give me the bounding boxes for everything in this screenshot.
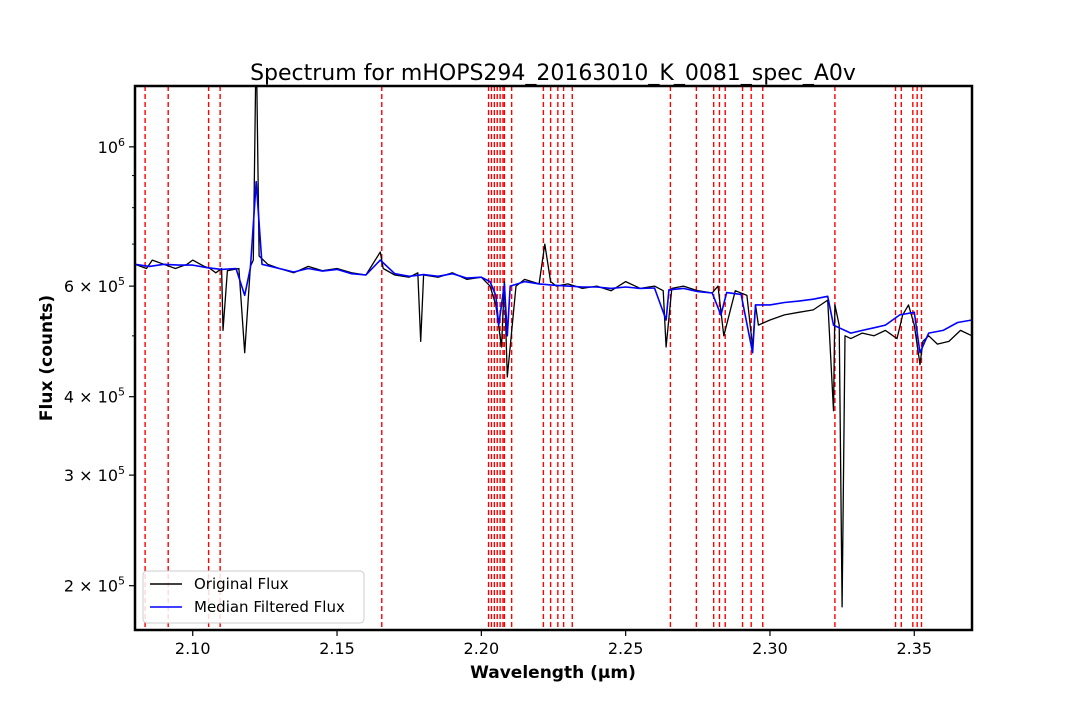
- y-axis-label: Flux (counts): [37, 295, 57, 421]
- x-tick-label: 2.35: [896, 639, 932, 658]
- chart-title: Spectrum for mHOPS294_20163010_K_0081_sp…: [250, 61, 856, 86]
- y-tick-label: 6 × 105: [64, 275, 125, 296]
- reference-lines: [144, 86, 923, 630]
- x-tick-label: 2.15: [319, 639, 355, 658]
- series-original-flux: [135, 86, 972, 608]
- plot-frame: [133, 84, 974, 632]
- series-group: [135, 86, 972, 608]
- legend: Original Flux Median Filtered Flux: [142, 570, 365, 624]
- y-tick-label: 2 × 105: [64, 575, 125, 596]
- x-axis-ticks: 2.10 2.15 2.20 2.25 2.30 2.35: [175, 630, 932, 658]
- legend-box: [142, 570, 365, 624]
- x-axis-label: Wavelength (μm): [470, 663, 636, 683]
- x-tick-label: 2.10: [175, 639, 211, 658]
- x-tick-label: 2.20: [464, 639, 500, 658]
- y-tick-label: 3 × 105: [64, 464, 125, 485]
- x-tick-label: 2.25: [608, 639, 644, 658]
- series-median-filtered-flux: [135, 180, 972, 354]
- legend-label-original: Original Flux: [194, 575, 289, 593]
- x-tick-label: 2.30: [752, 639, 788, 658]
- y-axis-ticks: 2 × 105 3 × 105 4 × 105 6 × 105 106: [64, 136, 135, 596]
- legend-label-median: Median Filtered Flux: [194, 598, 345, 616]
- y-tick-label: 4 × 105: [64, 386, 125, 407]
- y-tick-label: 106: [98, 136, 125, 157]
